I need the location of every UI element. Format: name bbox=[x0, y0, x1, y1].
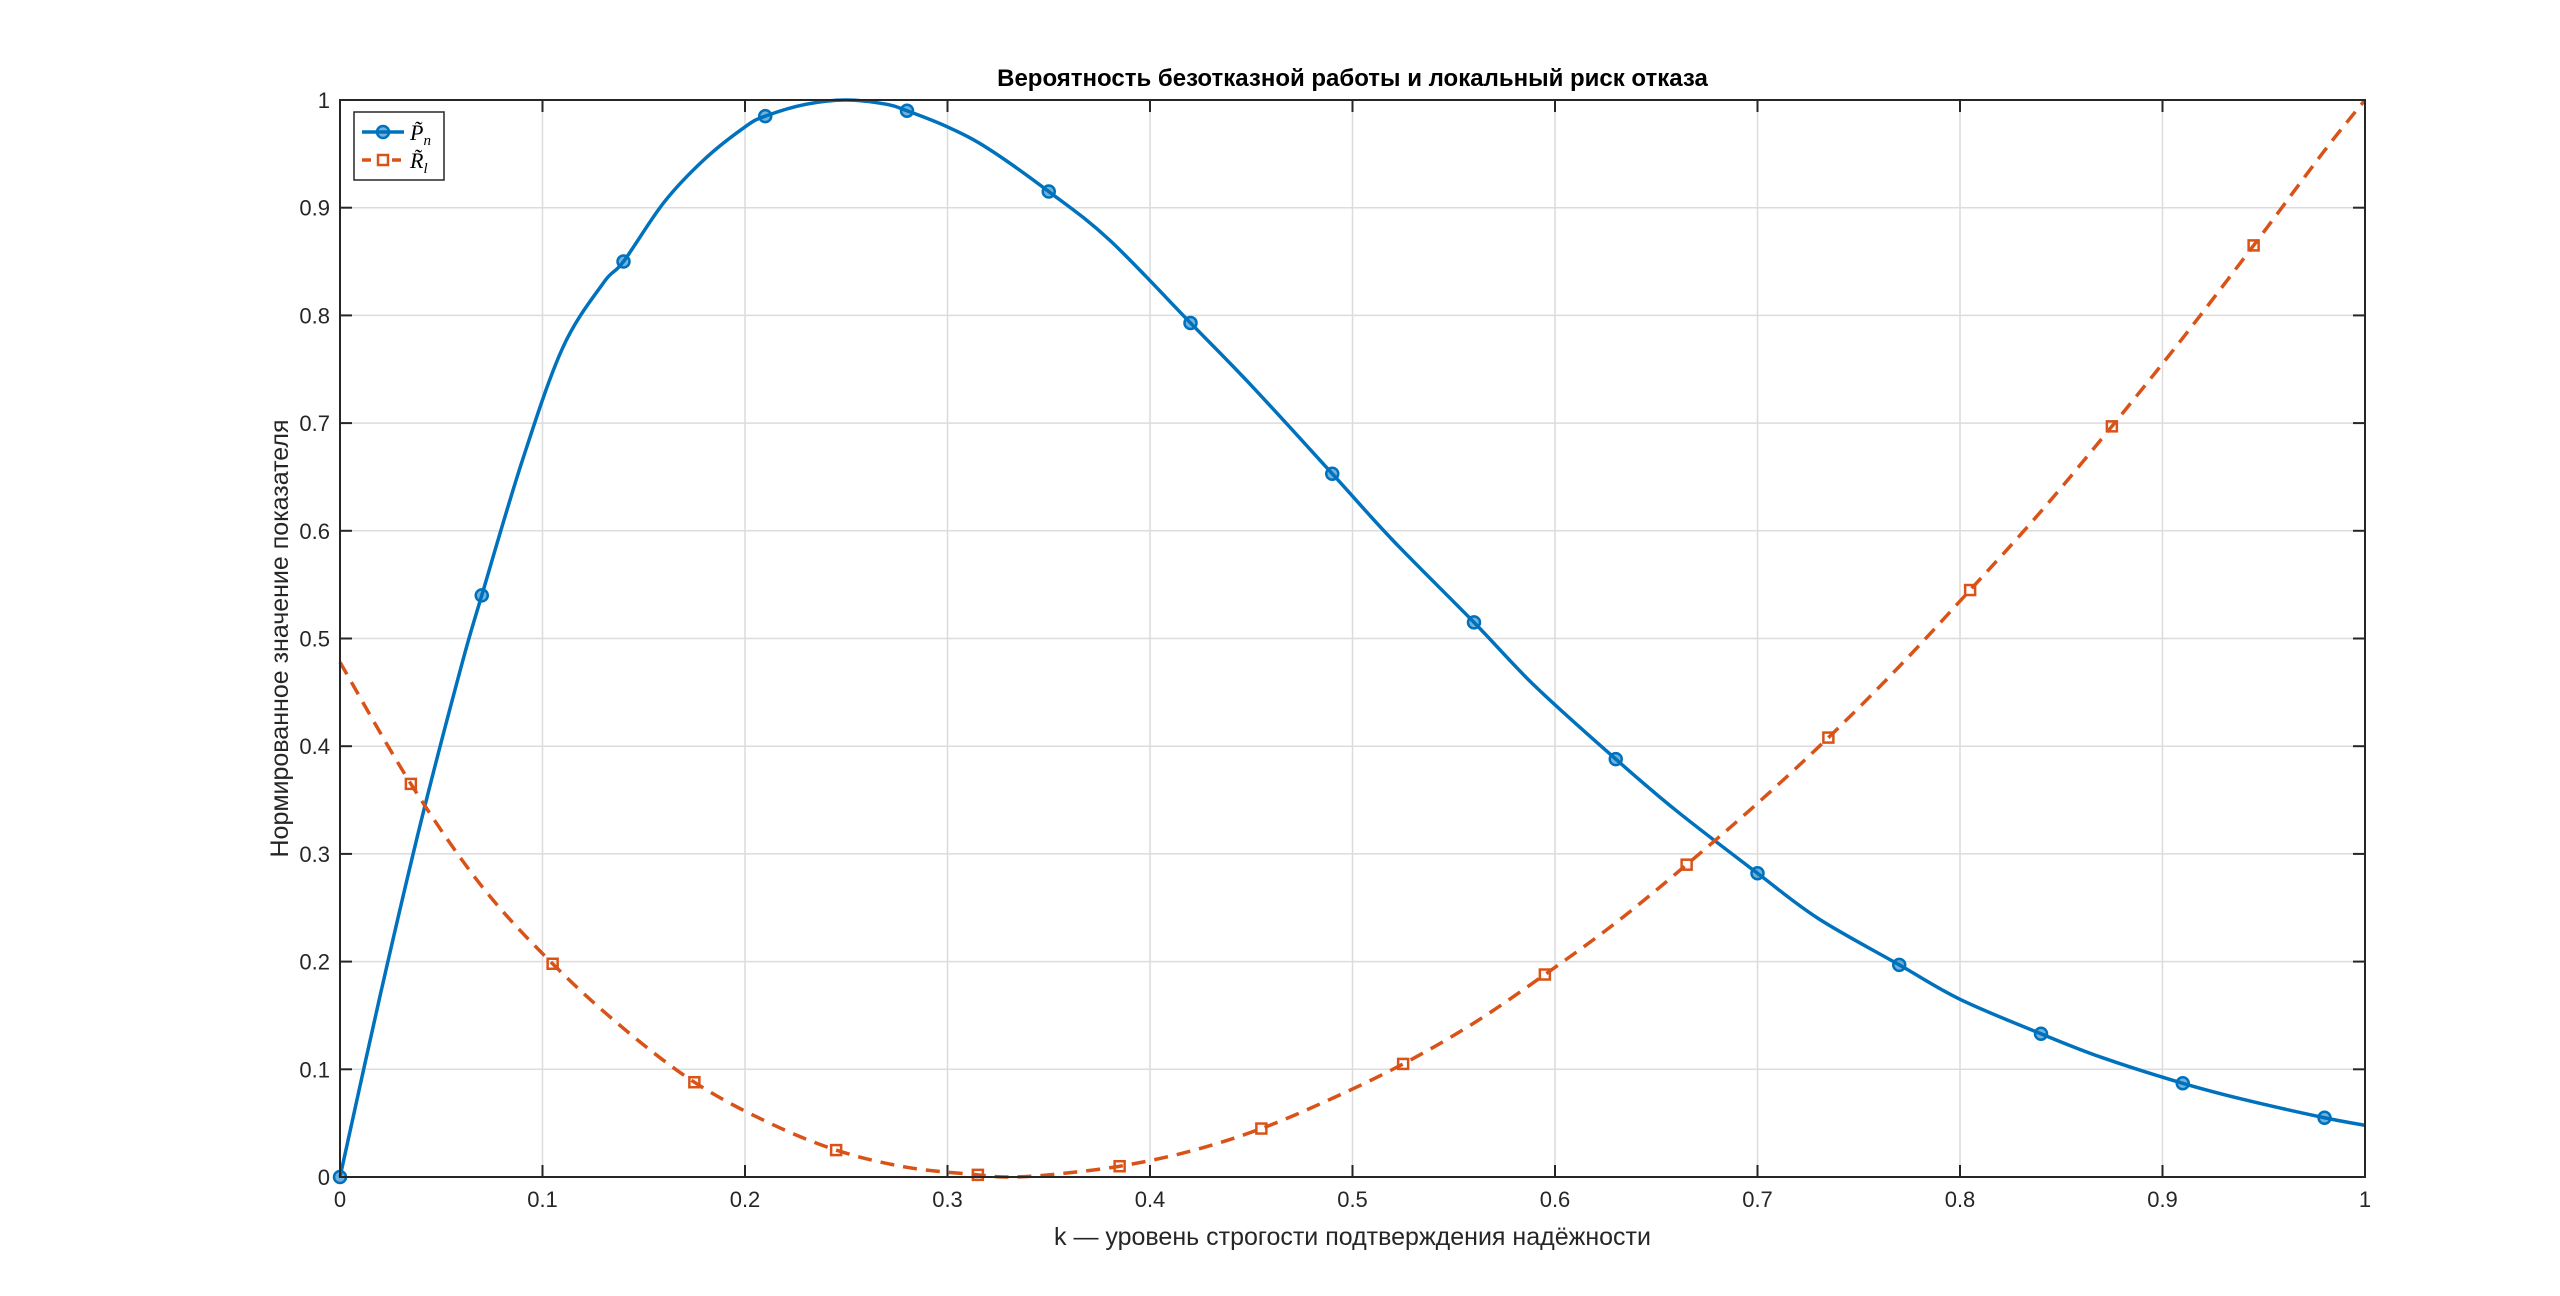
x-tick-label: 0.3 bbox=[932, 1187, 963, 1212]
data-point bbox=[1396, 1057, 1410, 1071]
data-point bbox=[2105, 420, 2119, 433]
data-point bbox=[688, 1075, 701, 1089]
data-point bbox=[1538, 968, 1552, 981]
x-tick-label: 0.6 bbox=[1540, 1187, 1571, 1212]
legend-label-subscript: n bbox=[423, 133, 431, 149]
series-line bbox=[338, 98, 2367, 1179]
data-point bbox=[1608, 751, 1623, 767]
x-tick-label: 0 bbox=[334, 1187, 346, 1212]
x-tick-label: 0.5 bbox=[1337, 1187, 1368, 1212]
y-axis-label: Нормированное значение показателя bbox=[266, 419, 294, 857]
data-point bbox=[758, 108, 773, 124]
data-point bbox=[1822, 731, 1835, 744]
y-tick-label: 0.1 bbox=[299, 1057, 330, 1082]
data-point bbox=[1963, 583, 1977, 597]
y-tick-label: 1 bbox=[318, 88, 330, 113]
x-tick-label: 0.9 bbox=[2147, 1187, 2178, 1212]
legend-box bbox=[353, 111, 445, 181]
legend-label-subscript: l bbox=[423, 161, 427, 177]
data-point bbox=[1113, 1159, 1126, 1173]
legend-label: R̃l bbox=[409, 148, 428, 177]
data-point bbox=[546, 957, 559, 971]
data-point bbox=[1750, 866, 1765, 881]
x-tick-label: 0.2 bbox=[730, 1187, 761, 1212]
series-group bbox=[332, 98, 2367, 1185]
data-point bbox=[616, 254, 631, 269]
y-tick-label: 0.8 bbox=[299, 303, 330, 328]
y-tick-label: 0.5 bbox=[299, 627, 330, 652]
x-tick-label: 0.7 bbox=[1742, 1187, 1773, 1212]
series-2 bbox=[338, 98, 2367, 1182]
data-point bbox=[1680, 858, 1693, 871]
y-tick-label: 0.3 bbox=[299, 842, 330, 867]
legend-marker bbox=[375, 124, 391, 140]
data-point bbox=[829, 1143, 843, 1157]
legend-entry-1: P̃n bbox=[362, 120, 431, 149]
y-tick-label: 0.6 bbox=[299, 519, 330, 544]
chart-title: Вероятность безотказной работы и локальн… bbox=[997, 65, 1708, 92]
x-tick-labels: 0 0.1 0.2 0.3 0.4 0.5 0.6 0.7 0.8 0.9 1 bbox=[334, 1187, 2371, 1212]
data-point bbox=[1183, 315, 1198, 331]
data-point bbox=[1325, 466, 1340, 481]
x-axis-label: k — уровень строгости подтверждения надё… bbox=[1054, 1223, 1651, 1251]
y-tick-label: 0 bbox=[318, 1165, 330, 1190]
data-point bbox=[1466, 615, 1482, 630]
data-point bbox=[2317, 1110, 2332, 1126]
legend: P̃nR̃l bbox=[353, 111, 445, 181]
x-tick-label: 0.1 bbox=[527, 1187, 558, 1212]
y-tick-label: 0.2 bbox=[299, 950, 330, 975]
y-tick-label: 0.9 bbox=[299, 196, 330, 221]
data-point bbox=[971, 1168, 985, 1182]
data-point bbox=[474, 588, 489, 603]
data-point bbox=[1255, 1122, 1268, 1135]
x-tick-label: 1 bbox=[2359, 1187, 2371, 1212]
y-tick-labels: 0 0.1 0.2 0.3 0.4 0.5 0.6 0.7 0.8 0.9 1 bbox=[299, 88, 330, 1190]
legend-entry-2: R̃l bbox=[362, 148, 428, 177]
data-point bbox=[2247, 239, 2260, 252]
data-point bbox=[2175, 1076, 2190, 1091]
data-point bbox=[2033, 1026, 2049, 1042]
data-point bbox=[404, 777, 418, 791]
y-tick-label: 0.7 bbox=[299, 411, 330, 436]
data-point bbox=[1041, 184, 1056, 199]
x-tick-label: 0.8 bbox=[1945, 1187, 1976, 1212]
series-1 bbox=[332, 98, 2366, 1185]
data-point bbox=[899, 103, 915, 119]
data-point bbox=[1892, 957, 1907, 973]
legend-marker bbox=[376, 153, 390, 167]
x-tick-label: 0.4 bbox=[1135, 1187, 1166, 1212]
ticks bbox=[339, 99, 2366, 1178]
y-tick-label: 0.4 bbox=[299, 734, 330, 759]
series-line bbox=[338, 98, 2366, 1178]
